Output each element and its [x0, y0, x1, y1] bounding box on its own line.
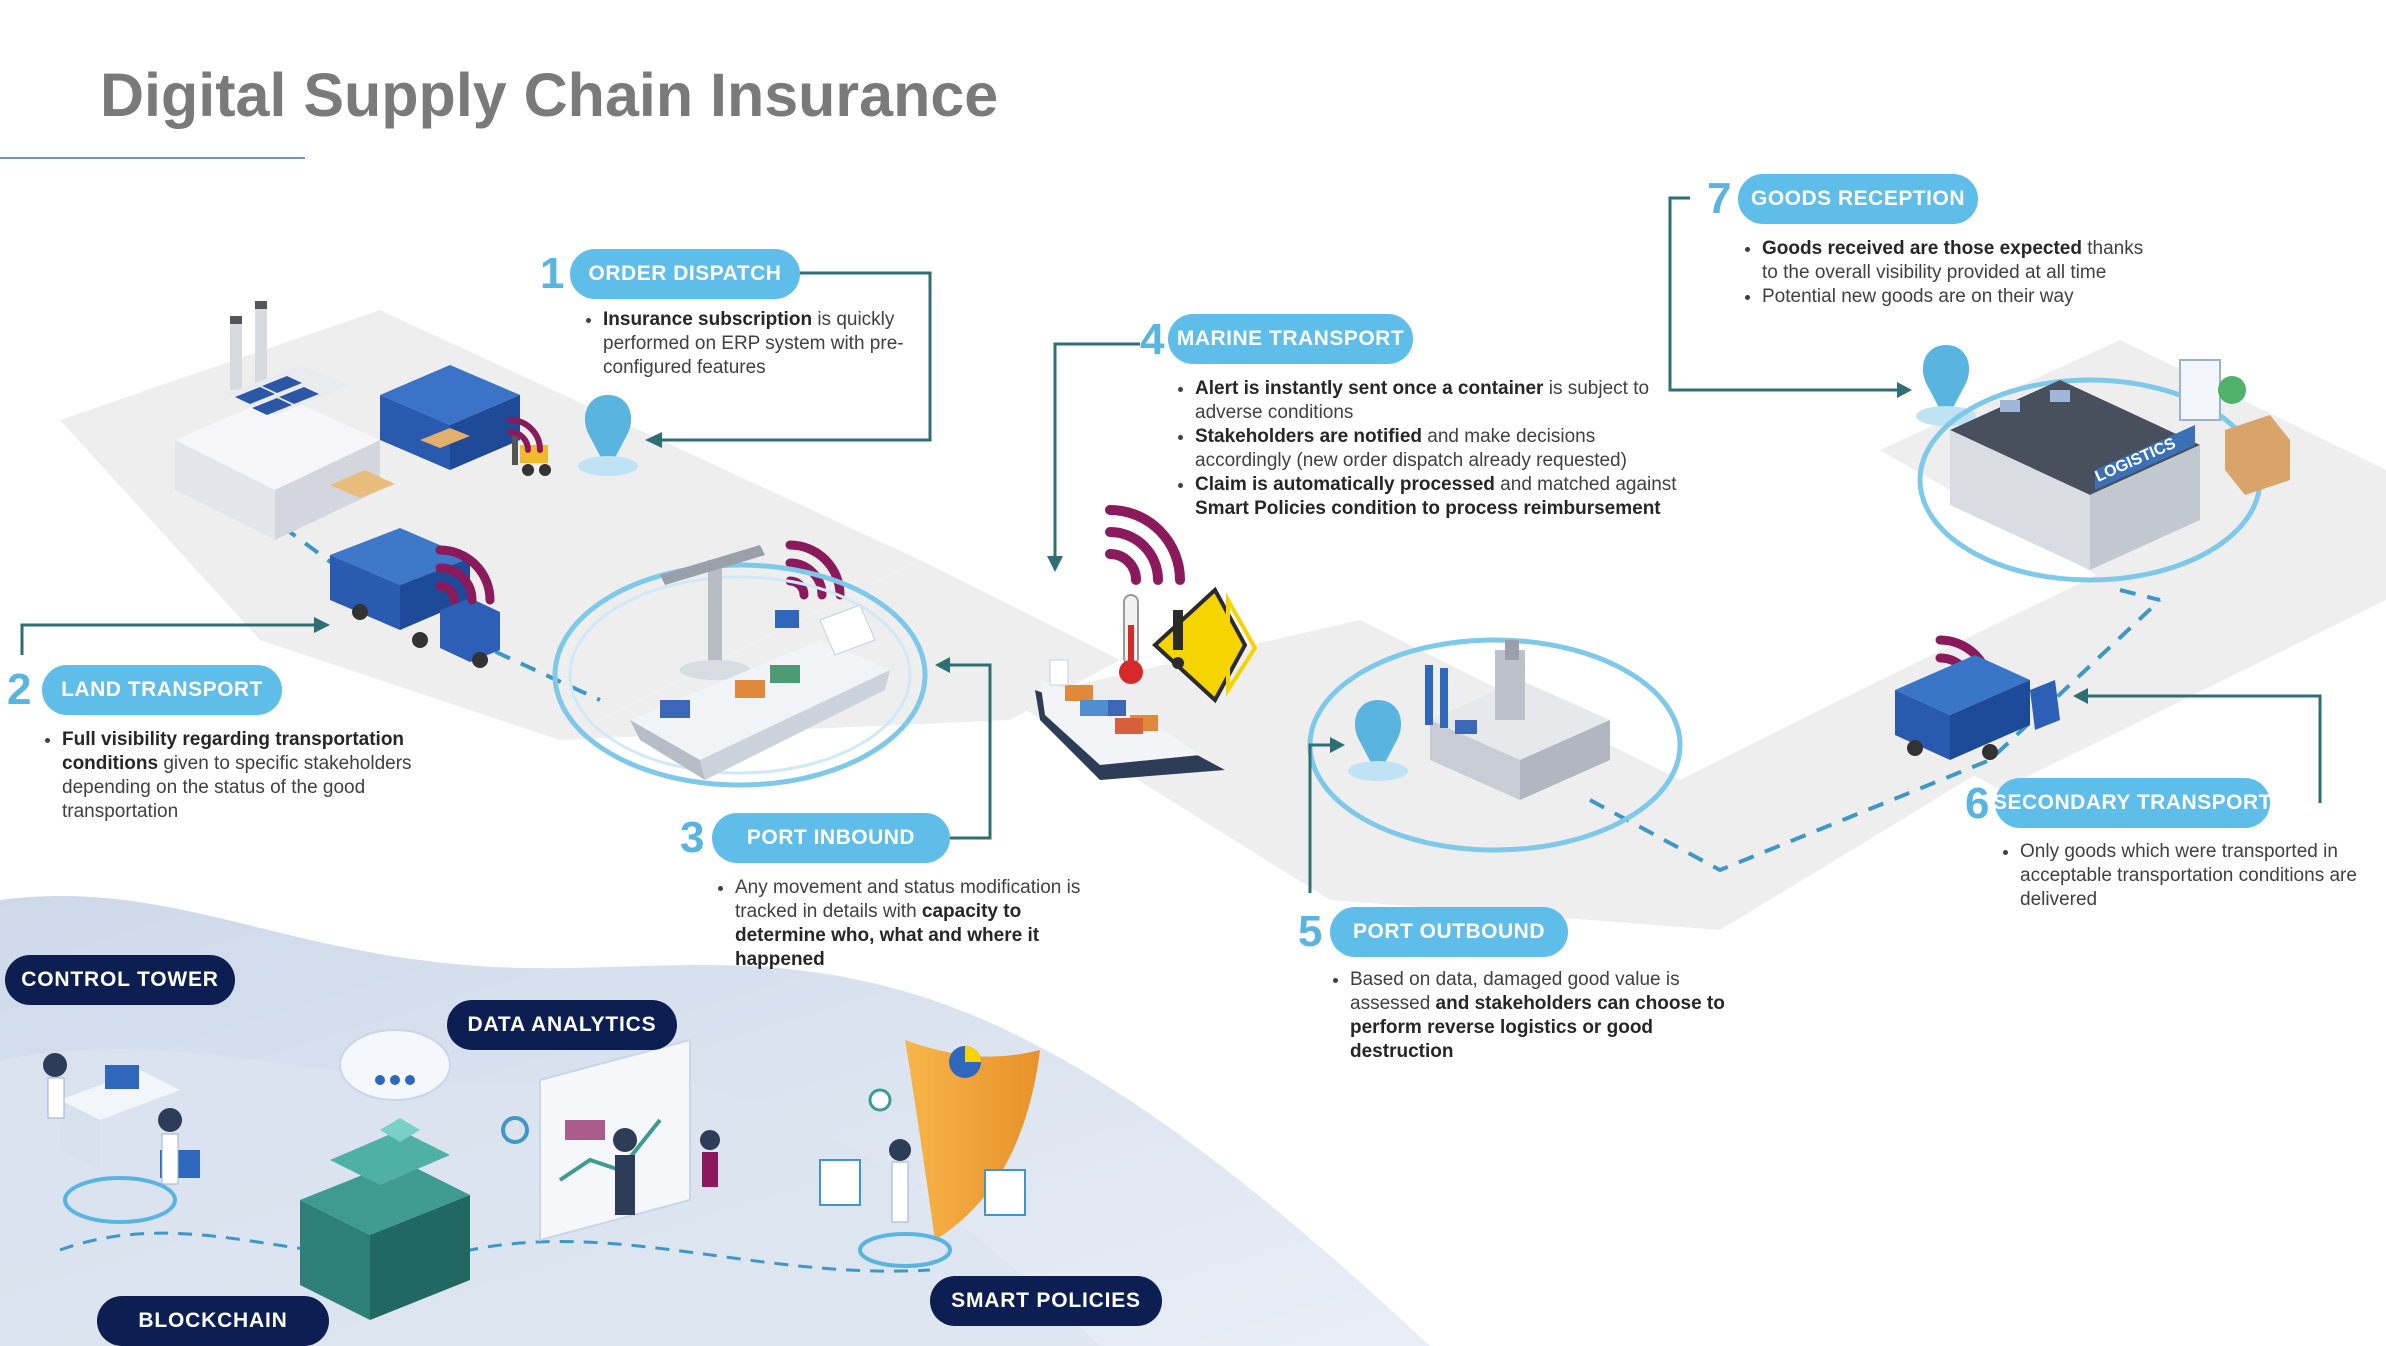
- step-7-label: GOODS RECEPTION: [1738, 174, 1978, 224]
- step-1-bullets: Insurance subscription is quickly perfor…: [583, 308, 948, 380]
- factory-icon: [175, 301, 380, 540]
- crane-icon: [660, 545, 799, 680]
- step-3-bullets: Any movement and status modification is …: [715, 876, 1115, 972]
- step-1-label: ORDER DISPATCH: [570, 249, 800, 299]
- thermometer-icon: [1119, 594, 1143, 684]
- step-1-bullet-1: Insurance subscription is quickly perfor…: [603, 308, 948, 380]
- step-7-number: 7: [1707, 174, 1732, 223]
- container-stack-icon: [330, 365, 520, 498]
- step-5-number: 5: [1298, 907, 1323, 956]
- step-7-bullets: Goods received are those expected thanks…: [1742, 237, 2162, 309]
- cube-stack-icon: [300, 1118, 470, 1320]
- step-2-bullet-1: Full visibility regarding transportation…: [62, 728, 422, 824]
- tech-smart-policies: SMART POLICIES: [930, 1276, 1162, 1326]
- step-2-bullets: Full visibility regarding transportation…: [42, 728, 422, 824]
- cloud-icon: [339, 1029, 451, 1101]
- connector-lines: [20, 196, 2322, 893]
- step-6-label: SECONDARY TRANSPORT: [1993, 778, 2272, 828]
- step-2-label: LAND TRANSPORT: [42, 665, 282, 715]
- step-4-number: 4: [1140, 315, 1165, 364]
- connector-arrows: [314, 382, 2088, 753]
- tech-control-tower: CONTROL TOWER: [5, 955, 235, 1005]
- step-5-label: PORT OUTBOUND: [1330, 907, 1568, 957]
- warning-icon: [1152, 586, 1258, 704]
- step-2-number: 2: [7, 665, 32, 714]
- shield-icon: [819, 1040, 1040, 1268]
- step-5-bullets: Based on data, damaged good value is ass…: [1330, 968, 1735, 1064]
- truck-icon: [330, 528, 500, 668]
- truck-icon: [1895, 655, 2060, 760]
- cargo-ship-icon: [1035, 659, 1225, 780]
- step-4-label: MARINE TRANSPORT: [1168, 314, 1413, 364]
- step-4-bullet-2: Stakeholders are notified and make decis…: [1195, 425, 1685, 473]
- step-7-bullet-1: Goods received are those expected thanks…: [1762, 237, 2162, 285]
- page-title: Digital Supply Chain Insurance: [100, 61, 999, 129]
- title-underline: [0, 157, 305, 159]
- step-5-bullet-1: Based on data, damaged good value is ass…: [1350, 968, 1735, 1064]
- port-inbound-ring: [552, 562, 928, 788]
- step-4-bullets: Alert is instantly sent once a container…: [1175, 377, 1685, 521]
- port-terminal-icon: [1425, 640, 1610, 800]
- step-7-bullet-2: Potential new goods are on their way: [1762, 285, 2162, 309]
- step-3-label: PORT INBOUND: [712, 813, 950, 863]
- step-6-bullets: Only goods which were transported in acc…: [2000, 840, 2386, 912]
- dashboard-icon: [501, 1038, 720, 1242]
- step-6-number: 6: [1965, 779, 1990, 828]
- step-4-bullet-1: Alert is instantly sent once a container…: [1195, 377, 1685, 425]
- step-6-bullet-1: Only goods which were transported in acc…: [2020, 840, 2386, 912]
- step-3-number: 3: [680, 813, 705, 862]
- location-pin-icon: [578, 345, 1976, 781]
- warehouse-icon: LOGISTICS: [1950, 359, 2290, 570]
- step-1-number: 1: [540, 249, 565, 298]
- tech-data-analytics: DATA ANALYTICS: [447, 1000, 677, 1050]
- tech-blockchain: BLOCKCHAIN: [97, 1296, 329, 1346]
- step-3-bullet-1: Any movement and status modification is …: [735, 876, 1115, 972]
- step-4-bullet-3: Claim is automatically processed and mat…: [1195, 473, 1685, 521]
- cargo-ship-icon: [630, 604, 890, 780]
- control-tower-icon: [43, 1053, 200, 1224]
